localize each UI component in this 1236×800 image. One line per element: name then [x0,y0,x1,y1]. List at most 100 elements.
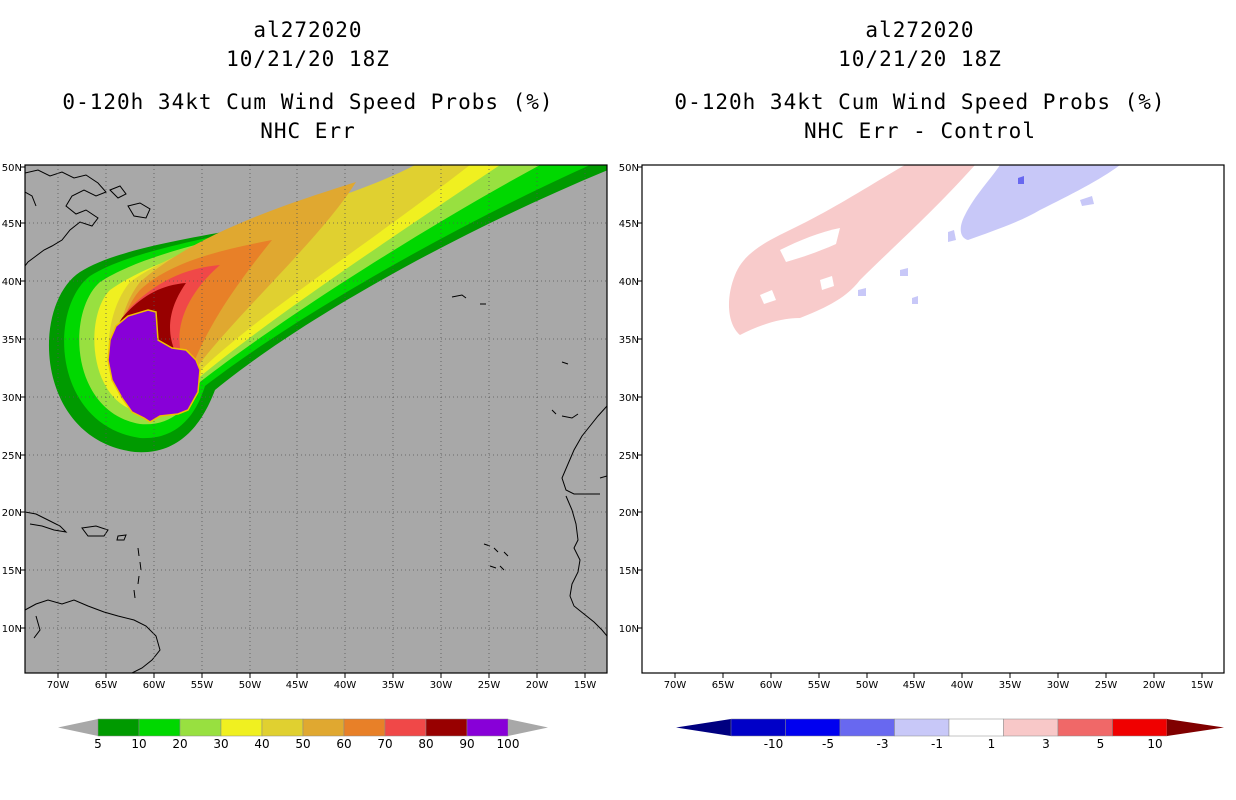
right-lat-label: 15N [619,566,639,577]
right-colorbar-label: 3 [1042,737,1050,751]
right-colorbar-swatch [894,718,950,737]
right-colorbar-label: -1 [931,737,943,751]
right-colorbar-label: 10 [1147,737,1162,751]
left-colorbar-swatch [179,718,222,737]
right-lat-label: 20N [619,508,639,519]
left-axis-ticks: 70W 65W 60W 55W 50W 45W 40W 35W 30W 25W 20W 15W 50N 4… [2,163,597,691]
left-colorbar-label: 20 [172,737,187,751]
right-panel-title: al272020 10/21/20 18Z 0-120h 34kt Cum Wi… [640,16,1200,146]
left-lon-label: 55W [191,680,214,691]
right-lat-label: 50N [619,163,639,174]
right-lat-label: 40N [619,277,639,288]
right-map-panel: 70W 65W 60W 55W 50W 45W 40W 35W 30W 25W 20W 15W 50N 4… [619,163,1225,691]
left-lon-label: 40W [334,680,357,691]
right-colorbar-swatch [1003,718,1059,737]
left-storm-id: al272020 [253,18,363,42]
left-lon-label: 70W [47,680,70,691]
right-colorbar-low-arrow [676,719,731,736]
left-colorbar-swatch [138,718,181,737]
left-lat-label: 50N [2,163,22,174]
left-lat-label: 20N [2,508,22,519]
left-lon-label: 30W [430,680,453,691]
right-product-subtitle: NHC Err - Control [804,119,1036,143]
left-lon-label: 15W [574,680,597,691]
left-lon-label: 60W [143,680,166,691]
right-storm-id: al272020 [865,18,975,42]
left-lon-label: 65W [95,680,118,691]
left-lon-label: 20W [526,680,549,691]
right-colorbar: -10 -5 -3 -1 1 3 5 10 [676,718,1224,751]
right-datetime: 10/21/20 18Z [838,47,1002,71]
left-colorbar-label: 10 [131,737,146,751]
left-colorbar-label: 40 [254,737,269,751]
right-colorbar-label: -5 [822,737,834,751]
right-lat-label: 45N [619,219,639,230]
right-axis-ticks: 70W 65W 60W 55W 50W 45W 40W 35W 30W 25W 20W 15W 50N 4… [619,163,1214,691]
left-colorbar-swatch [466,718,509,737]
left-colorbar-label: 100 [497,737,520,751]
right-colorbar-swatch [839,718,895,737]
left-lon-label: 45W [286,680,309,691]
right-product-title: 0-120h 34kt Cum Wind Speed Probs (%) [674,90,1166,114]
right-lat-label: 10N [619,624,639,635]
left-colorbar-high-arrow [508,719,548,736]
left-lat-label: 15N [2,566,22,577]
right-lon-label: 40W [951,680,974,691]
right-colorbar-high-arrow [1167,719,1224,736]
right-lat-label: 25N [619,451,639,462]
left-colorbar-label: 5 [94,737,102,751]
right-lon-label: 65W [712,680,735,691]
left-lon-label: 35W [382,680,405,691]
left-lat-label: 25N [2,451,22,462]
right-lon-label: 45W [903,680,926,691]
left-lat-label: 40N [2,277,22,288]
right-colorbar-swatch [730,718,786,737]
left-product-subtitle: NHC Err [260,119,356,143]
left-colorbar-swatch [384,718,427,737]
left-colorbar-label: 70 [377,737,392,751]
right-colorbar-label: -10 [764,737,784,751]
left-product-title: 0-120h 34kt Cum Wind Speed Probs (%) [62,90,554,114]
left-colorbar-swatch [220,718,263,737]
right-lon-label: 25W [1095,680,1118,691]
right-lon-label: 60W [760,680,783,691]
left-map-panel: 70W 65W 60W 55W 50W 45W 40W 35W 30W 25W 20W 15W 50N 4… [2,163,608,691]
left-lon-label: 25W [478,680,501,691]
right-map-frame [641,164,1225,674]
right-lon-label: 15W [1191,680,1214,691]
right-colorbar-swatch [1112,718,1168,737]
left-colorbar-label: 90 [459,737,474,751]
right-difference-field [728,165,1120,335]
right-lat-label: 35N [619,335,639,346]
left-datetime: 10/21/20 18Z [226,47,390,71]
right-map-background [642,165,1224,673]
right-colorbar-label: 1 [988,737,996,751]
left-map-frame [24,164,608,674]
left-lat-label: 45N [2,219,22,230]
left-colorbar-swatch [302,718,345,737]
left-colorbar-label: 60 [336,737,351,751]
right-lon-label: 30W [1047,680,1070,691]
left-colorbar-swatch [261,718,304,737]
left-colorbar-swatch [97,718,140,737]
right-colorbar-label: -3 [877,737,889,751]
left-colorbar: 5 10 20 30 40 50 60 70 80 90 100 [58,718,548,751]
left-colorbar-label: 50 [295,737,310,751]
right-colorbar-swatch [948,718,1004,737]
right-lon-label: 50W [856,680,879,691]
right-colorbar-swatch [1057,718,1113,737]
left-probability-swath [48,165,607,453]
right-colorbar-label: 5 [1097,737,1105,751]
right-lon-label: 55W [808,680,831,691]
left-lat-label: 35N [2,335,22,346]
left-colorbar-label: 30 [213,737,228,751]
right-lat-label: 30N [619,393,639,404]
right-lon-label: 35W [999,680,1022,691]
left-colorbar-low-arrow [58,719,98,736]
left-panel-title: al272020 10/21/20 18Z 0-120h 34kt Cum Wi… [28,16,588,146]
right-colorbar-swatch [785,718,841,737]
left-colorbar-swatch [343,718,386,737]
left-lat-label: 10N [2,624,22,635]
left-colorbar-swatch [425,718,468,737]
